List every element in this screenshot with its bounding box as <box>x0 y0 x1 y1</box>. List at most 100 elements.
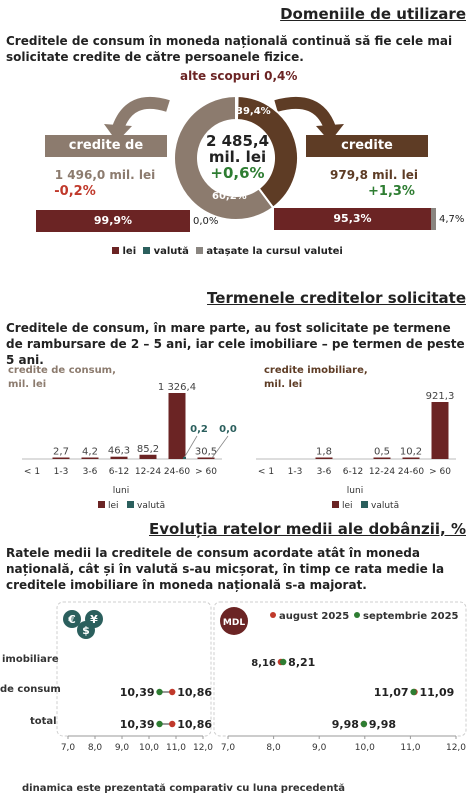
consum-term-chart: < 1 2,7 1-3 4,2 3-6 46,3 6-12 85,2 12-24 1 326,4 2… <box>22 382 237 511</box>
total-change: +0,6% <box>210 164 265 182</box>
total-unit: mil. lei <box>208 148 267 166</box>
legend-aug-dot <box>270 612 276 618</box>
tick-label: 3-6 <box>317 467 332 477</box>
bar-label: 1 326,4 <box>158 382 196 393</box>
donut-pct-bottom: 60,2% <box>212 191 247 202</box>
leader-line <box>211 435 229 459</box>
imobiliare-bar-rest: 4,7% <box>439 214 465 225</box>
legend-lei: lei <box>342 501 353 511</box>
total-value: 2 485,4 <box>205 132 270 150</box>
tick-label: < 1 <box>258 467 274 477</box>
bar-label: 10,2 <box>400 447 422 458</box>
leader-line <box>183 435 198 459</box>
legend-sep: septembrie 2025 <box>363 611 459 622</box>
value-label-left: 10,39 <box>120 686 155 699</box>
donut-pct-top: 39,4% <box>236 106 271 117</box>
donut-hole <box>199 121 273 195</box>
imobiliare-amount: 979,8 mil. lei <box>330 168 418 182</box>
bar-label: 0,5 <box>374 447 390 458</box>
tick-label: 1-3 <box>54 467 69 477</box>
axis-tick-label: 9,0 <box>115 743 130 753</box>
tick-label: 6-12 <box>109 467 129 477</box>
tick-label: 12-24 <box>369 467 395 477</box>
axis-tick-label: 8,0 <box>266 743 281 753</box>
bar-label: 1,8 <box>316 447 332 458</box>
value-label-right: 9,98 <box>369 718 396 731</box>
consum-bar-rest: 0,0% <box>193 216 219 227</box>
value-label-left: 10,39 <box>120 718 155 731</box>
bar-label: 4,2 <box>82 447 98 458</box>
svg-text:$: $ <box>82 624 90 637</box>
tick-label: 24-60 <box>398 467 424 477</box>
donut-slice-1 <box>235 94 299 210</box>
section3-intro: Ratele medii la creditele de consum acor… <box>6 546 445 592</box>
valuta-label: 0,2 <box>190 424 208 435</box>
legend-lei: lei <box>108 501 119 511</box>
bar-lei <box>402 457 420 459</box>
legend-aug: august 2025 <box>279 611 349 622</box>
x-axis-label: luni <box>113 486 129 496</box>
bar-lei <box>110 456 128 459</box>
currency-icon: € ¥ $ <box>63 610 103 639</box>
dot-septembrie <box>156 720 163 728</box>
bar-valuta <box>183 457 186 459</box>
value-label-right: 11,09 <box>420 686 455 699</box>
legend-valuta: valută <box>137 501 165 511</box>
section1-title: Domeniile de utilizare <box>280 5 466 23</box>
tick-label: > 60 <box>429 467 451 477</box>
legend-valuta: valută <box>153 246 189 257</box>
bar-lei <box>139 454 157 459</box>
imobiliare-chart-title: credite imobiliare, mil. lei <box>264 365 368 390</box>
axis-tick-label: 7,0 <box>61 743 76 753</box>
consum-chart-title: credite de consum, mil. lei <box>8 365 116 390</box>
bar-label: 2,7 <box>53 447 69 458</box>
svg-text:¥: ¥ <box>90 613 98 626</box>
value-label-right: 10,86 <box>177 686 212 699</box>
donut-slice-2 <box>235 94 239 122</box>
legend-swatch-valuta <box>127 501 134 508</box>
value-label-left: 9,98 <box>332 718 359 731</box>
left-arrow-head <box>104 124 132 142</box>
valuta-label: 0,0 <box>219 424 237 435</box>
axis-tick-label: 12,0 <box>446 743 466 753</box>
imobiliare-bar-lei: 95,3% <box>274 208 431 230</box>
rates-chart: € ¥ $ MDL august 2025 septembrie 2025 im… <box>0 601 467 753</box>
dot-august <box>169 688 176 696</box>
imobiliare-bar-atasate <box>431 208 436 230</box>
donut-area <box>104 94 344 221</box>
value-label-right: 8,21 <box>288 656 315 669</box>
dot-august <box>169 720 176 728</box>
legend-valuta: valută <box>371 501 399 511</box>
tick-label: 6-12 <box>343 467 363 477</box>
bar-label: 30,5 <box>195 446 217 457</box>
value-label-left: 11,07 <box>374 686 409 699</box>
imobiliare-change: +1,3% <box>368 184 415 199</box>
tick-label: < 1 <box>24 467 40 477</box>
right-arrow <box>274 96 336 131</box>
footnote: dinamica este prezentată comparativ cu l… <box>22 783 345 794</box>
legend-atasate: atașate la cursul valutei <box>206 246 343 257</box>
axis-tick-label: 11,0 <box>400 743 420 753</box>
axis-tick-label: 7,0 <box>221 743 236 753</box>
bar-lei <box>373 457 391 459</box>
consum-bar-lei: 99,9% <box>36 210 190 232</box>
value-label-right: 10,86 <box>177 718 212 731</box>
legend-swatch-lei <box>98 501 105 508</box>
bar-label: 85,2 <box>137 444 159 455</box>
section1-intro: Creditele de consum în moneda națională … <box>6 34 453 64</box>
bar-lei <box>315 457 333 459</box>
tick-label: 1-3 <box>288 467 303 477</box>
row-label-total: total <box>30 716 57 727</box>
legend-lei: lei <box>122 246 137 257</box>
axis-tick-label: 8,0 <box>88 743 103 753</box>
bar-lei <box>431 402 449 459</box>
right-arrow-head <box>316 124 344 142</box>
section2-title: Termenele creditelor solicitate <box>207 289 466 307</box>
section1-legend: lei valută atașate la cursul valutei <box>112 246 343 257</box>
donut-chart <box>173 94 299 221</box>
bar-lei <box>52 457 70 459</box>
section3-title: Evoluția ratelor medii ale dobânzii, % <box>149 520 466 538</box>
dot-septembrie <box>360 720 368 728</box>
consum-amount: 1 496,0 mil. lei <box>54 168 156 182</box>
row-label-imobiliare: imobiliare <box>2 654 59 665</box>
